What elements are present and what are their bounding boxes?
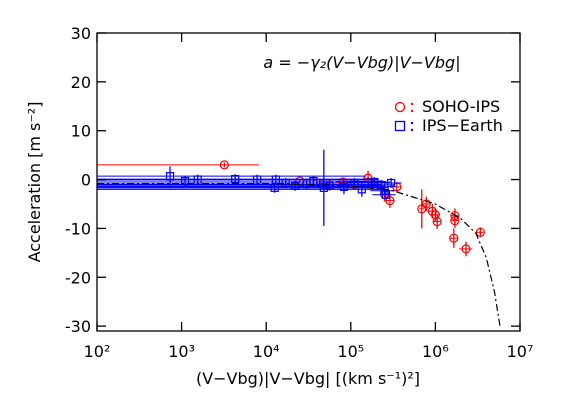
point — [421, 199, 431, 209]
point — [449, 233, 459, 243]
point — [450, 215, 460, 226]
point — [319, 183, 328, 192]
legend-marker — [394, 101, 406, 113]
x-tick-label: 10⁶ — [422, 342, 449, 361]
legend-colon — [410, 102, 414, 106]
x-tick-label: 10⁷ — [507, 342, 534, 361]
x-tick-label: 10⁴ — [253, 342, 280, 361]
x-axis-label: (V−Vbg)|V−Vbg| [(km s⁻¹)²] — [196, 369, 420, 388]
plot-area — [97, 149, 501, 327]
point — [432, 216, 442, 227]
y-tick-label: -20 — [65, 268, 91, 287]
equation: a = −γ₂(V−Vbg)|V−Vbg| — [263, 53, 460, 72]
point — [387, 178, 396, 188]
x-tick-label: 10³ — [168, 342, 195, 361]
legend-label: SOHO-IPS — [422, 97, 500, 116]
y-tick-label: 0 — [81, 171, 91, 190]
legend-colon — [410, 109, 414, 113]
point — [475, 227, 485, 237]
point — [357, 185, 366, 194]
legend-label: IPS−Earth — [422, 116, 503, 135]
y-tick-label: -10 — [65, 219, 91, 238]
legend-marker — [394, 120, 406, 132]
y-tick-label: 30 — [71, 24, 91, 43]
point — [461, 244, 471, 254]
point — [219, 160, 229, 170]
point — [381, 190, 391, 199]
x-tick-label: 10² — [84, 342, 111, 361]
legend-colon — [410, 128, 414, 132]
legend-colon — [410, 121, 414, 125]
fit-curve — [97, 182, 501, 327]
y-tick-label: 20 — [71, 73, 91, 92]
point — [430, 210, 440, 220]
x-tick-label: 10⁵ — [337, 342, 364, 361]
y-tick-label: 10 — [71, 122, 91, 141]
axes-frame — [96, 32, 521, 332]
y-axis-label: Acceleration [m s⁻²] — [25, 102, 44, 263]
y-tick-label: -30 — [65, 317, 91, 336]
